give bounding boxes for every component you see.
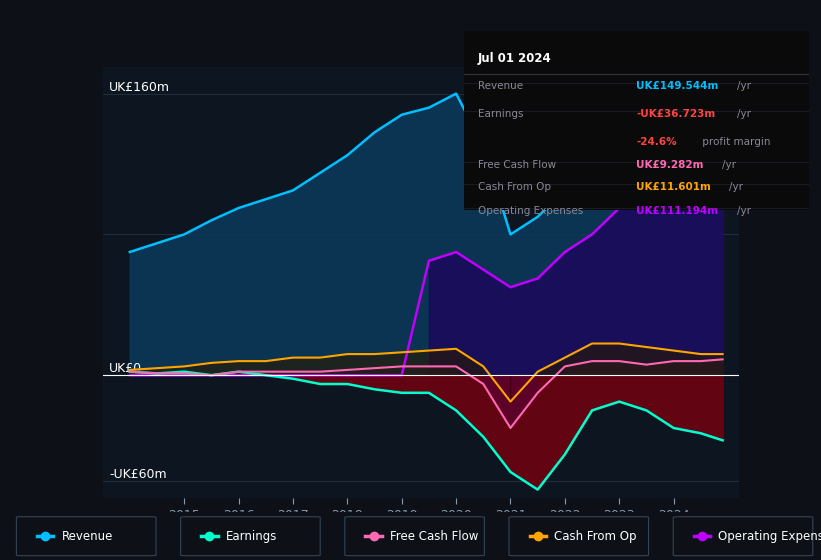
Text: UK£149.544m: UK£149.544m — [636, 81, 718, 91]
Text: Cash From Op: Cash From Op — [554, 530, 636, 543]
Text: /yr: /yr — [737, 109, 751, 119]
Text: Revenue: Revenue — [478, 81, 523, 91]
Text: Cash From Op: Cash From Op — [478, 182, 551, 192]
Text: Free Cash Flow: Free Cash Flow — [390, 530, 479, 543]
Text: UK£160m: UK£160m — [109, 81, 170, 94]
Text: Operating Expenses: Operating Expenses — [478, 207, 583, 216]
Text: UK£9.282m: UK£9.282m — [636, 160, 704, 170]
Text: /yr: /yr — [737, 81, 751, 91]
Text: UK£111.194m: UK£111.194m — [636, 207, 718, 216]
Text: /yr: /yr — [737, 207, 751, 216]
Text: Earnings: Earnings — [478, 109, 523, 119]
Text: Revenue: Revenue — [62, 530, 113, 543]
Text: UK£11.601m: UK£11.601m — [636, 182, 711, 192]
Text: /yr: /yr — [729, 182, 743, 192]
Text: Operating Expenses: Operating Expenses — [718, 530, 821, 543]
Text: /yr: /yr — [722, 160, 736, 170]
Text: profit margin: profit margin — [699, 137, 771, 147]
Text: UK£0: UK£0 — [109, 362, 142, 375]
Text: -UK£36.723m: -UK£36.723m — [636, 109, 716, 119]
Text: -24.6%: -24.6% — [636, 137, 677, 147]
Text: Free Cash Flow: Free Cash Flow — [478, 160, 556, 170]
Text: Jul 01 2024: Jul 01 2024 — [478, 52, 552, 66]
Text: Earnings: Earnings — [226, 530, 277, 543]
Text: -UK£60m: -UK£60m — [109, 468, 167, 481]
